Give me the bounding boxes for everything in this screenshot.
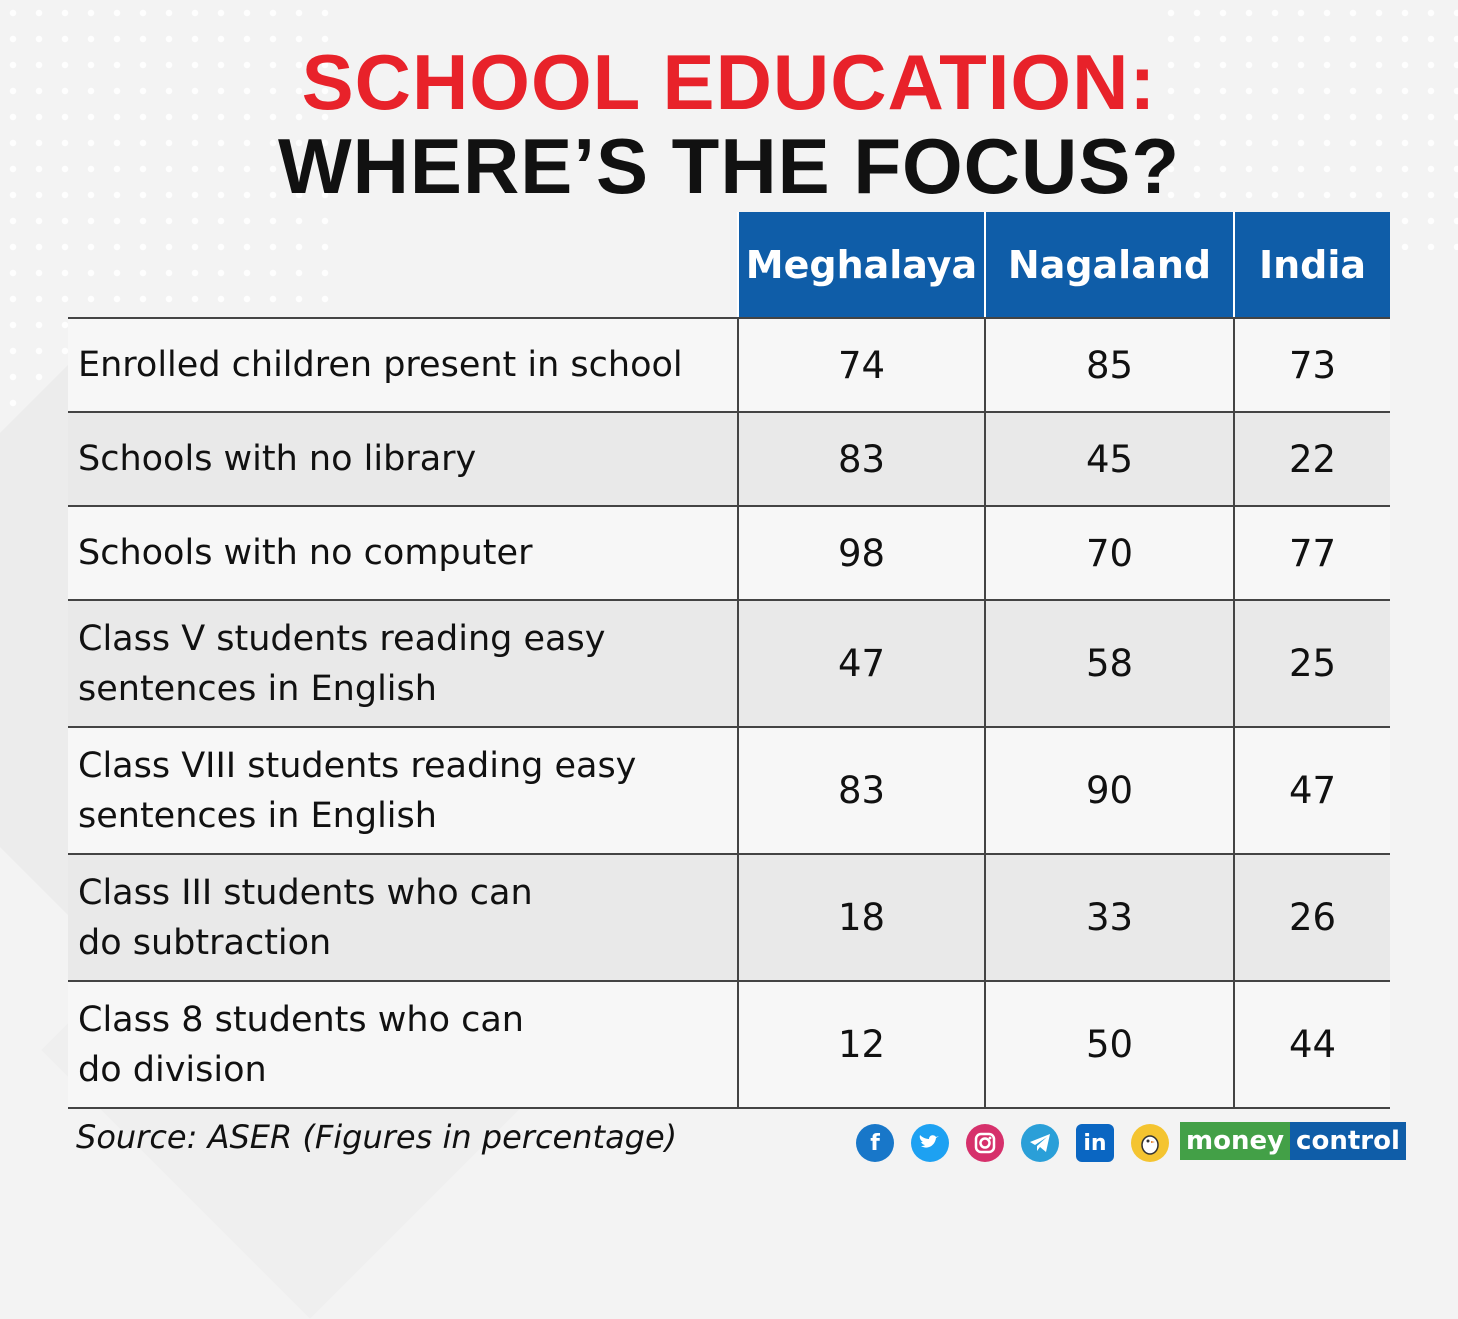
- linkedin-icon[interactable]: in: [1076, 1124, 1114, 1162]
- value-cell: 98: [737, 506, 985, 601]
- table-row: Class 8 students who can do division 12 50…: [68, 981, 1390, 1109]
- table-header-row: Meghalaya Nagaland India: [68, 212, 1390, 319]
- background-dots-right: [1158, 0, 1458, 250]
- value-cell: 33: [984, 854, 1234, 982]
- column-header: Meghalaya: [737, 212, 985, 319]
- value-cell: 26: [1233, 854, 1390, 982]
- value-cell: 50: [984, 981, 1234, 1109]
- table-row: Schools with no library 83 45 22: [68, 412, 1390, 507]
- logo-part-money: money: [1180, 1122, 1291, 1160]
- value-cell: 85: [984, 318, 1234, 413]
- value-cell: 77: [1233, 506, 1390, 601]
- value-cell: 18: [737, 854, 985, 982]
- value-cell: 22: [1233, 412, 1390, 507]
- value-cell: 47: [1233, 727, 1390, 855]
- title-line-2: WHERE’S THE FOCUS?: [277, 122, 1180, 210]
- value-cell: 58: [984, 600, 1234, 728]
- row-label: Schools with no library: [68, 412, 738, 507]
- value-cell: 25: [1233, 600, 1390, 728]
- table-row: Class V students reading easy sentences …: [68, 600, 1390, 728]
- table-row: Schools with no computer 98 70 77: [68, 506, 1390, 601]
- header-blank-cell: [68, 212, 738, 319]
- value-cell: 74: [737, 318, 985, 413]
- facebook-icon[interactable]: f: [856, 1124, 894, 1162]
- twitter-icon[interactable]: [911, 1124, 949, 1162]
- value-cell: 73: [1233, 318, 1390, 413]
- value-cell: 83: [737, 412, 985, 507]
- table-row: Enrolled children present in school 74 85 7…: [68, 318, 1390, 413]
- value-cell: 12: [737, 981, 985, 1109]
- value-cell: 47: [737, 600, 985, 728]
- source-note: Source: ASER (Figures in percentage): [76, 1118, 678, 1156]
- instagram-icon[interactable]: [966, 1124, 1004, 1162]
- value-cell: 70: [984, 506, 1234, 601]
- column-header: Nagaland: [984, 212, 1234, 319]
- telegram-icon[interactable]: [1021, 1124, 1059, 1162]
- data-table: Meghalaya Nagaland India Enrolled childr…: [68, 212, 1390, 1109]
- koo-icon[interactable]: [1131, 1124, 1169, 1162]
- title-line-1: SCHOOL EDUCATION:: [301, 38, 1157, 126]
- column-header: India: [1233, 212, 1390, 319]
- table-row: Class VIII students reading easy sentenc…: [68, 727, 1390, 855]
- table-row: Class III students who can do subtractio…: [68, 854, 1390, 982]
- moneycontrol-logo: money control: [1180, 1122, 1406, 1160]
- value-cell: 45: [984, 412, 1234, 507]
- row-label: Class 8 students who can do division: [68, 981, 738, 1109]
- row-label: Class VIII students reading easy sentenc…: [68, 727, 738, 855]
- row-label: Schools with no computer: [68, 506, 738, 601]
- value-cell: 90: [984, 727, 1234, 855]
- page-title: SCHOOL EDUCATION: WHERE’S THE FOCUS?: [0, 40, 1458, 208]
- logo-part-control: control: [1290, 1122, 1406, 1160]
- social-icons: f in: [856, 1124, 1169, 1162]
- row-label: Enrolled children present in school: [68, 318, 738, 413]
- row-label: Class V students reading easy sentences …: [68, 600, 738, 728]
- value-cell: 44: [1233, 981, 1390, 1109]
- row-label: Class III students who can do subtractio…: [68, 854, 738, 982]
- value-cell: 83: [737, 727, 985, 855]
